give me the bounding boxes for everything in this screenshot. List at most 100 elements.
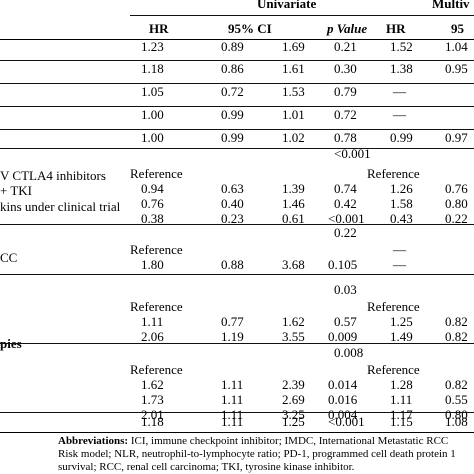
p-value: 0.57 xyxy=(334,314,357,329)
row-separator xyxy=(0,343,474,344)
hr-value: Reference xyxy=(130,362,183,377)
row-separator xyxy=(0,274,474,275)
p-value: 0.74 xyxy=(334,181,357,196)
p-value: 0.79 xyxy=(334,84,357,99)
ci-upper-value: 2.39 xyxy=(282,377,305,392)
hr-mv-value: Reference xyxy=(367,166,420,181)
ci-lower-value: 1.11 xyxy=(221,392,244,407)
ci-mv-value: 0.95 xyxy=(445,61,468,76)
hr-value: 1.00 xyxy=(141,107,164,122)
ci-upper-value: 1.61 xyxy=(282,61,305,76)
p-value: <0.001 xyxy=(328,211,365,226)
ci-lower-value: 1.11 xyxy=(221,407,244,422)
ci-upper-value: 1.02 xyxy=(282,130,305,145)
ci-upper-value: 1.69 xyxy=(282,39,305,54)
ci-mv-value: 0.76 xyxy=(445,181,468,196)
hr-mv-value: 1.11 xyxy=(390,392,413,407)
ci-mv-value: 1.04 xyxy=(445,39,468,54)
multivariate-header: Multiv xyxy=(432,0,470,11)
footnote-line-3: survival; RCC, renal cell carcinoma; TKI… xyxy=(58,461,355,473)
hr-mv-value: 0.43 xyxy=(390,211,413,226)
ci-lower-value: 0.86 xyxy=(221,61,244,76)
hr-value: Reference xyxy=(130,166,183,181)
hr-value: Reference xyxy=(130,242,183,257)
abbreviations-label: Abbreviations: xyxy=(58,435,129,447)
ci-mv-value: 0.22 xyxy=(445,211,468,226)
ci-lower-value: 0.88 xyxy=(221,257,244,272)
row-separator xyxy=(0,224,474,225)
hr-mv-value: — xyxy=(393,257,406,272)
ci-upper-value: 1.62 xyxy=(282,314,305,329)
p-value: <0.001 xyxy=(328,414,365,429)
p-value: 0.009 xyxy=(328,329,358,344)
ci-upper-value: 3.25 xyxy=(282,407,305,422)
univariate-header: Univariate xyxy=(257,0,317,11)
hr-mv-value: — xyxy=(393,84,406,99)
header-rule xyxy=(0,39,474,40)
ci-mv-value: 0.97 xyxy=(445,130,468,145)
footnote-line-2: Risk model; NLR, neutrophil-to-lymphocyt… xyxy=(58,448,456,460)
group-overall-p-value: <0.001 xyxy=(334,146,371,161)
ci-upper-value: 3.68 xyxy=(282,257,305,272)
hr-mv-value: 1.38 xyxy=(390,61,413,76)
ci-upper-value: 0.61 xyxy=(282,211,305,226)
hr-value: 2.06 xyxy=(141,329,164,344)
hr-value: 0.38 xyxy=(141,211,164,226)
ci-mv-value: 0.82 xyxy=(445,377,468,392)
ci-mv-value: 0.80 xyxy=(445,407,468,422)
p-value: 0.42 xyxy=(334,196,357,211)
row-label-rcc: CC xyxy=(0,250,18,265)
row-label-clinical-trial: kins under clinical trial xyxy=(0,199,121,214)
row-separator xyxy=(0,412,474,413)
group-overall-p-value: 0.03 xyxy=(334,282,357,297)
hr-value: 1.62 xyxy=(141,377,164,392)
ci-mv-value: 0.55 xyxy=(445,392,468,407)
hr-value: 1.00 xyxy=(141,130,164,145)
p-value: 0.72 xyxy=(334,107,357,122)
ci-lower-value: 0.77 xyxy=(221,314,244,329)
hr-value: 1.05 xyxy=(141,84,164,99)
hr-value: 1.18 xyxy=(141,61,164,76)
ci-upper-value: 1.01 xyxy=(282,107,305,122)
p-value-header: p Value xyxy=(327,21,368,36)
ci-upper-value: 1.25 xyxy=(282,414,305,429)
hr-value: 0.76 xyxy=(141,196,164,211)
hr-mv-value: 1.25 xyxy=(390,314,413,329)
hr-mv-value: Reference xyxy=(367,299,420,314)
hr-mv-value: Reference xyxy=(367,362,420,377)
group-overall-p-value: 0.008 xyxy=(334,345,364,360)
p-value: 0.78 xyxy=(334,130,357,145)
hr-mv-value: 1.26 xyxy=(390,181,413,196)
footnote-text-1: ICI, immune checkpoint inhibitor; IMDC, … xyxy=(128,435,449,447)
ci-lower-value: 0.72 xyxy=(221,84,244,99)
hr-mv-value: 1.28 xyxy=(390,377,413,392)
hr-mv-value: 1.58 xyxy=(390,196,413,211)
ci-lower-value: 1.19 xyxy=(221,329,244,344)
hr-mv-value: 1.17 xyxy=(390,407,413,422)
p-value: 0.016 xyxy=(328,392,358,407)
ci-lower-value: 0.99 xyxy=(221,107,244,122)
ci-lower-value: 0.63 xyxy=(221,181,244,196)
row-separator xyxy=(0,83,474,84)
ci-lower-value: 0.99 xyxy=(221,130,244,145)
row-label-ctla4: V CTLA4 inhibitors xyxy=(0,168,106,183)
hr-value: 2.01 xyxy=(141,407,164,422)
p-value: 0.105 xyxy=(328,257,358,272)
p-value: 0.30 xyxy=(334,61,357,76)
ci-mv-value: 1.08 xyxy=(445,414,468,429)
ci-lower-value: 0.23 xyxy=(221,211,244,226)
ci-upper-value: 3.55 xyxy=(282,329,305,344)
row-separator xyxy=(0,148,474,149)
hr-value: 1.23 xyxy=(141,39,164,54)
hr-mv-value: — xyxy=(393,107,406,122)
ci-upper-value: 2.69 xyxy=(282,392,305,407)
ci-upper-value: 1.46 xyxy=(282,196,305,211)
hr-mv-value: — xyxy=(393,242,406,257)
ci-upper-value: 1.39 xyxy=(282,181,305,196)
hr-value: Reference xyxy=(130,299,183,314)
table-bottom-rule xyxy=(0,432,474,433)
row-label-tki: + TKI xyxy=(0,183,33,198)
ci-header: 95% CI xyxy=(228,21,272,36)
hr-mv-value: 1.15 xyxy=(390,414,413,429)
